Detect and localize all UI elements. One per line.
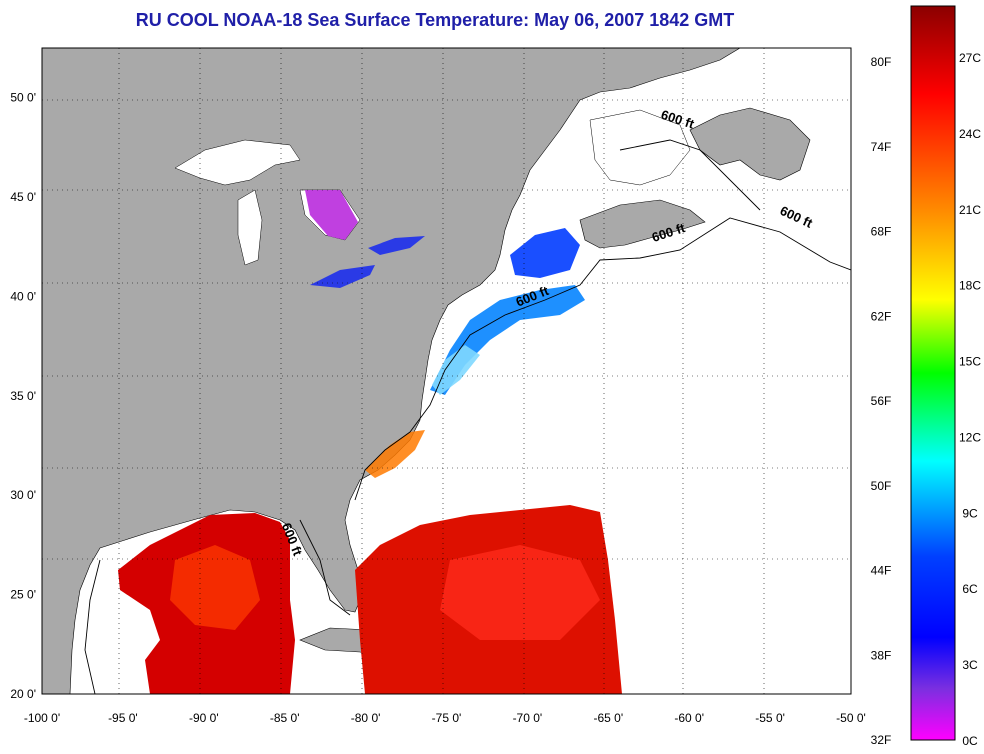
sst-lake-erie (310, 265, 375, 288)
sst-gulfstream-edge (365, 430, 425, 478)
colorbar-c-label: 3C (962, 658, 978, 672)
y-tick-label: 40 0' (10, 289, 36, 303)
x-tick-label: -50 0' (836, 711, 866, 725)
y-axis-ticks: 50 0' 45 0' 40 0' 35 0' 30 0' 25 0' 20 0' (10, 91, 36, 701)
x-tick-label: -100 0' (24, 711, 60, 725)
colorbar-c-label: 6C (962, 582, 978, 596)
land-maritimes (579, 199, 706, 249)
y-tick-label: 50 0' (10, 91, 36, 105)
x-tick-label: -60 0' (674, 711, 704, 725)
colorbar-f-label: 68F (871, 225, 892, 239)
colorbar-celsius-labels: 27C 24C 21C 18C 15C 12C 9C 6C 3C 0C (959, 51, 981, 748)
sst-mid-atlantic-cyan (432, 345, 480, 395)
sst-gulf-warm-patch (170, 545, 260, 630)
colorbar-f-label: 80F (871, 55, 892, 69)
y-tick-label: 30 0' (10, 488, 36, 502)
colorbar-f-label: 62F (871, 309, 892, 323)
y-tick-label: 45 0' (10, 190, 36, 204)
colorbar-c-label: 0C (962, 734, 978, 748)
map-title: RU COOL NOAA-18 Sea Surface Temperature:… (135, 10, 735, 30)
sst-mid-atlantic (430, 285, 585, 395)
x-axis-ticks: -100 0' -95 0' -90 0' -85 0' -80 0' -75 0' -70… (24, 711, 866, 725)
sst-atlantic-red-patch (440, 545, 600, 640)
sst-lake-huron (305, 190, 358, 240)
colorbar-f-label: 50F (871, 479, 892, 493)
sst-lake-ontario (368, 236, 425, 255)
plot-frame (41, 47, 852, 695)
colorbar-c-label: 18C (959, 279, 981, 293)
sst-gulf-of-maine (510, 228, 580, 278)
x-tick-label: -70 0' (513, 711, 543, 725)
isobath-600ft (84, 139, 851, 694)
x-tick-label: -80 0' (351, 711, 381, 725)
colorbar-c-label: 9C (962, 506, 978, 520)
x-tick-label: -75 0' (432, 711, 462, 725)
colorbar (910, 5, 956, 741)
colorbar-c-label: 21C (959, 203, 981, 217)
x-tick-label: -65 0' (593, 711, 623, 725)
y-tick-label: 35 0' (10, 389, 36, 403)
colorbar-c-label: 15C (959, 355, 981, 369)
colorbar-fahrenheit-labels: 80F 74F 68F 62F 56F 50F 44F 38F 32F (871, 55, 892, 747)
colorbar-f-label: 74F (871, 140, 892, 154)
x-tick-label: -90 0' (189, 711, 219, 725)
colorbar-c-label: 12C (959, 430, 981, 444)
y-tick-label: 20 0' (10, 687, 36, 701)
x-tick-label: -95 0' (108, 711, 138, 725)
y-tick-label: 25 0' (10, 588, 36, 602)
colorbar-c-label: 24C (959, 127, 981, 141)
colorbar-f-label: 32F (871, 733, 892, 747)
colorbar-c-label: 27C (959, 51, 981, 65)
gulf-st-lawrence (589, 109, 691, 186)
land-newfoundland (689, 107, 811, 181)
colorbar-f-label: 56F (871, 394, 892, 408)
lake-superior (174, 139, 301, 186)
colorbar-f-label: 38F (871, 648, 892, 662)
x-tick-label: -55 0' (755, 711, 785, 725)
colorbar-f-label: 44F (871, 564, 892, 578)
x-tick-label: -85 0' (270, 711, 300, 725)
